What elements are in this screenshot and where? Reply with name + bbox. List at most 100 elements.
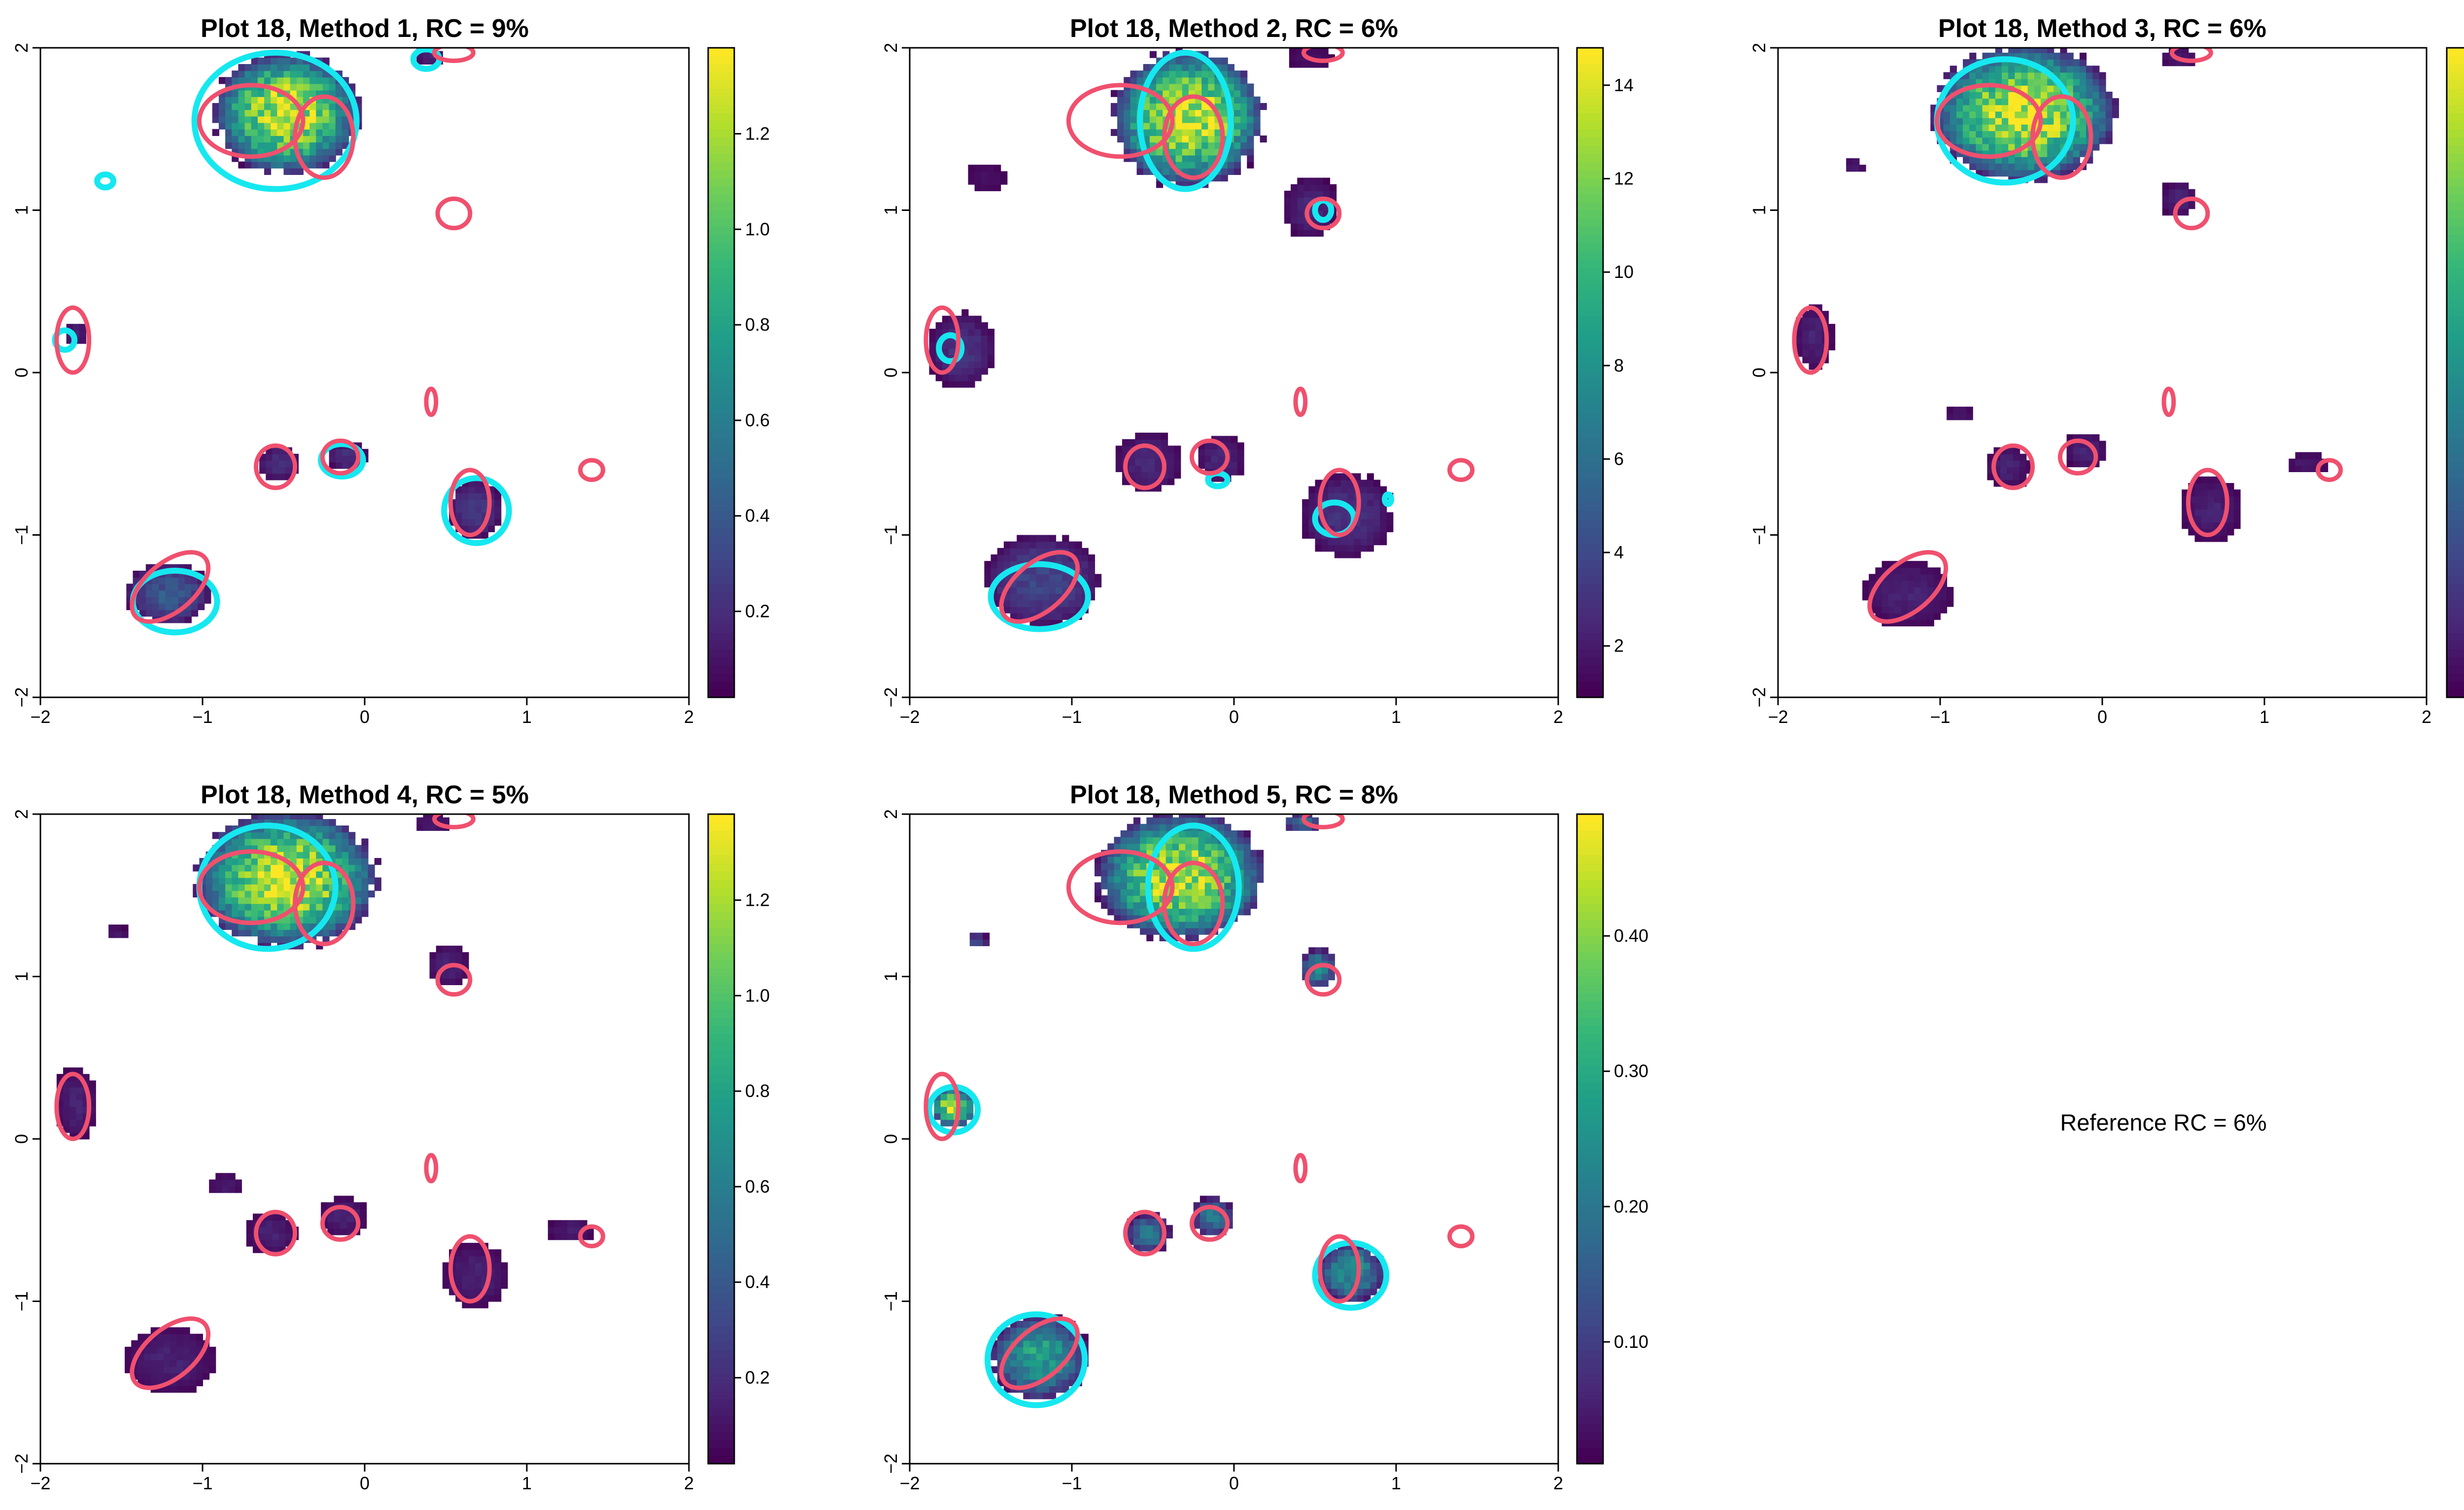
x-tick-label: 2 bbox=[1553, 707, 1563, 727]
reference-outline-6 bbox=[1123, 443, 1167, 490]
method-outline-3 bbox=[441, 475, 512, 546]
y-tick-label: 0 bbox=[11, 368, 32, 378]
reference-outline-3 bbox=[2173, 196, 2210, 231]
x-tick-label: 2 bbox=[2422, 707, 2431, 727]
reference-outline-8 bbox=[448, 1234, 492, 1304]
reference-outline-10 bbox=[1867, 550, 1949, 624]
reference-outline-10 bbox=[130, 550, 211, 624]
x-tick-label: −2 bbox=[1768, 707, 1788, 727]
x-tick-label: −2 bbox=[30, 707, 50, 727]
y-tick-label: −1 bbox=[881, 525, 901, 545]
reference-outline-4 bbox=[924, 305, 961, 375]
y-tick-label: −2 bbox=[11, 687, 32, 707]
x-tick-label: 2 bbox=[684, 707, 694, 727]
colorbar-tick-label: 12 bbox=[1614, 168, 1634, 188]
method-outline-1 bbox=[1137, 49, 1234, 192]
y-tick-label: 1 bbox=[11, 205, 32, 215]
reference-outline-11 bbox=[2169, 48, 2213, 63]
x-tick-label: −1 bbox=[1061, 1473, 1082, 1493]
reference-outline-4 bbox=[54, 1071, 92, 1141]
reference-outline-11 bbox=[432, 48, 476, 63]
colorbar-tick-label: 10 bbox=[1614, 262, 1634, 282]
y-tick-label: −1 bbox=[881, 1291, 901, 1311]
x-tick-label: −2 bbox=[30, 1473, 50, 1493]
blob-6 bbox=[209, 1173, 242, 1193]
colorbar-tick-label: 0.40 bbox=[1614, 926, 1648, 946]
reference-outline-5 bbox=[424, 1153, 439, 1184]
reference-outline-7 bbox=[320, 1204, 361, 1242]
panel-1: Plot 18, Method 1, RC = 9% −2 −1 0 1 2 −2 −1 0 1 2… bbox=[11, 14, 770, 727]
y-tick-label: 2 bbox=[11, 809, 32, 819]
blob-8 bbox=[108, 925, 129, 938]
y-tick-label: 1 bbox=[881, 971, 901, 981]
method-outline-5 bbox=[94, 172, 117, 191]
raster bbox=[54, 814, 606, 1393]
x-tick-label: −2 bbox=[899, 707, 920, 727]
reference-outline-9 bbox=[1447, 458, 1475, 482]
reference-outline-8 bbox=[1317, 1234, 1361, 1304]
method-outline-2 bbox=[988, 561, 1091, 632]
panel-2: Plot 18, Method 2, RC = 6%−2 −1 0 1 2−2−1012… bbox=[881, 14, 1634, 727]
reference-outline-8 bbox=[448, 468, 492, 537]
colorbar-tick-label: 8 bbox=[1614, 355, 1624, 376]
reference-outline-5 bbox=[1293, 386, 1308, 417]
reference-outline-9 bbox=[578, 458, 606, 482]
colorbar: 0.2 0.4 0.6 0.8 1.0 1.2 bbox=[707, 813, 770, 1465]
colorbar-tick-label: 1.2 bbox=[745, 890, 770, 910]
reference-outline-11 bbox=[432, 814, 476, 829]
x-tick-label: 1 bbox=[522, 1473, 532, 1493]
reference-outline-1 bbox=[1066, 849, 1175, 926]
reference-outline-3 bbox=[435, 196, 473, 231]
colorbar-tick-label: 0.8 bbox=[745, 1081, 770, 1101]
colorbar-tick-label: 0.6 bbox=[745, 410, 770, 430]
reference-outline-4 bbox=[54, 305, 92, 375]
colorbar-tick-label: 0.4 bbox=[745, 506, 770, 526]
reference-outline-4 bbox=[1792, 305, 1829, 375]
y-tick-label: 1 bbox=[11, 971, 32, 981]
reference-outline-7 bbox=[2057, 438, 2098, 476]
y-tick-label: 0 bbox=[881, 368, 901, 378]
y-tick-label: 2 bbox=[11, 43, 32, 53]
reference-outline-9 bbox=[2316, 458, 2343, 482]
y-tick-label: 2 bbox=[1749, 43, 1769, 53]
colorbar-tick-label: 2 bbox=[1614, 636, 1624, 656]
y-tick-label: 0 bbox=[1749, 368, 1769, 378]
blob-3 bbox=[442, 1242, 508, 1308]
reference-outline-10 bbox=[130, 1316, 211, 1390]
blob-1 bbox=[1110, 48, 1267, 188]
colorbar-tick-label: 0.4 bbox=[745, 1272, 770, 1292]
method-outline-4 bbox=[1145, 823, 1242, 952]
blob-3 bbox=[1302, 473, 1394, 558]
blob-2 bbox=[991, 1314, 1089, 1400]
reference-outline-2 bbox=[1162, 860, 1225, 947]
reference-outline-2 bbox=[2030, 94, 2093, 180]
x-tick-label: 1 bbox=[2259, 707, 2269, 727]
panel-3: Plot 18, Method 3, RC = 6% −2 −1 0 1 2 −2 −1 0 1 2… bbox=[1749, 14, 2464, 727]
reference-outline-2 bbox=[1162, 94, 1225, 180]
blob-8 bbox=[1302, 947, 1335, 987]
reference-outline-1 bbox=[1934, 83, 2043, 159]
x-tick-label: 0 bbox=[1229, 1473, 1239, 1493]
method-outline-7 bbox=[1381, 491, 1395, 507]
blob-10 bbox=[2289, 452, 2328, 472]
raster bbox=[924, 814, 1475, 1408]
colorbar-tick-label: 6 bbox=[1614, 448, 1624, 469]
blob-1 bbox=[212, 51, 362, 175]
colorbar-tick-label: 0.20 bbox=[1614, 1196, 1648, 1216]
blob-5 bbox=[321, 1196, 367, 1235]
colorbar-tick-label: 1.2 bbox=[745, 123, 770, 143]
raster bbox=[52, 48, 606, 636]
panel-4: Plot 18, Method 4, RC = 5% −2 −1 0 1 2 −2 −1 0 1 2… bbox=[11, 781, 770, 1493]
raster bbox=[924, 48, 1475, 632]
panel-title: Plot 18, Method 4, RC = 5% bbox=[201, 781, 529, 809]
y-tick-label: −1 bbox=[11, 1291, 32, 1311]
reference-outline-7 bbox=[1189, 1204, 1230, 1242]
reference-outline-9 bbox=[578, 1224, 606, 1248]
reference-outline-10 bbox=[999, 1316, 1080, 1390]
reference-outline-4 bbox=[924, 1071, 961, 1141]
raster bbox=[1792, 48, 2343, 627]
x-tick-label: 1 bbox=[1391, 1473, 1401, 1493]
y-tick-label: −1 bbox=[11, 525, 32, 545]
colorbar: 0.2 0.4 0.6 0.8 1.0 1.2 bbox=[707, 47, 770, 698]
method-outline-4 bbox=[936, 332, 965, 364]
